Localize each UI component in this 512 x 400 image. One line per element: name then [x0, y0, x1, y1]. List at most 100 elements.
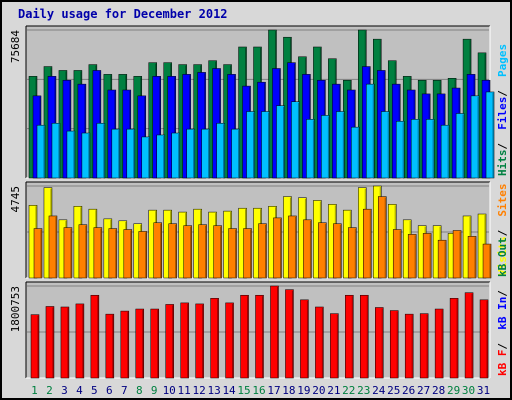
panel-visitors-legend-label: Sites	[496, 183, 509, 216]
x-tick-label-day-17: 17	[267, 384, 280, 397]
x-tick-label-day-13: 13	[207, 384, 220, 397]
bar-kb-f	[479, 299, 489, 379]
bar-pages	[321, 115, 330, 179]
panel-traffic-ymax-label: 1800753	[9, 286, 22, 332]
x-tick-label-day-3: 3	[61, 384, 68, 397]
bar-kb-f	[404, 313, 414, 379]
bar-kb-f	[90, 294, 100, 379]
x-tick-label-day-9: 9	[151, 384, 158, 397]
bar-kb-f	[150, 308, 159, 379]
bar-sites	[437, 239, 447, 279]
bar-pages	[201, 128, 210, 179]
x-tick-label-day-21: 21	[327, 384, 340, 397]
bar-sites	[363, 208, 372, 279]
x-tick-label-day-4: 4	[76, 384, 83, 397]
bar-kb-f	[105, 313, 115, 379]
bar-sites	[467, 236, 477, 279]
x-tick-label-day-25: 25	[387, 384, 400, 397]
x-tick-label-day-30: 30	[462, 384, 475, 397]
bar-kb-f	[255, 294, 264, 379]
x-tick-label-day-10: 10	[163, 384, 176, 397]
panel-visitors-legend-label: /	[496, 229, 509, 236]
panel-traffic-legend-label: /	[496, 343, 509, 350]
bar-sites	[243, 228, 252, 279]
bar-sites	[183, 225, 192, 279]
bar-pages	[36, 124, 46, 179]
bar-kb-f	[210, 298, 219, 379]
bar-kb-f	[45, 306, 55, 379]
x-tick-label-day-20: 20	[312, 384, 325, 397]
bar-pages	[156, 134, 165, 179]
bar-pages	[96, 122, 106, 179]
panel-requests-legend-label: Pages	[496, 44, 509, 77]
x-tick-label-day-1: 1	[31, 384, 38, 397]
bar-pages	[276, 105, 285, 179]
bar-pages	[126, 128, 136, 179]
bar-sites	[138, 231, 148, 279]
x-tick-label-day-14: 14	[222, 384, 236, 397]
bar-pages	[455, 113, 465, 179]
panel-requests-ymax-label: 75684	[9, 30, 22, 63]
bar-sites	[108, 228, 118, 279]
bar-pages	[485, 91, 495, 179]
bar-sites	[318, 222, 327, 279]
x-tick-label-day-8: 8	[136, 384, 143, 397]
bar-kb-f	[120, 310, 130, 379]
bar-kb-f	[464, 292, 474, 379]
bar-pages	[366, 83, 375, 179]
x-tick-label-day-27: 27	[417, 384, 430, 397]
bar-kb-f	[360, 294, 369, 379]
bar-kb-f	[195, 303, 204, 379]
x-tick-label-day-6: 6	[106, 384, 113, 397]
bar-sites	[422, 233, 432, 279]
bar-kb-f	[434, 308, 444, 379]
bar-pages	[111, 128, 121, 179]
bar-pages	[381, 111, 390, 179]
bar-kb-f	[75, 303, 85, 379]
bar-sites	[153, 222, 162, 279]
x-tick-label-day-11: 11	[178, 384, 191, 397]
x-tick-label-day-15: 15	[237, 384, 250, 397]
bar-pages	[51, 122, 61, 179]
bar-kb-f	[240, 294, 249, 379]
chart-title: Daily usage for December 2012	[18, 7, 228, 21]
bar-sites	[168, 223, 177, 279]
panel-traffic-legend-label: kB F	[496, 350, 509, 377]
x-tick-label-day-16: 16	[252, 384, 265, 397]
bar-pages	[336, 111, 345, 179]
x-tick-label-day-12: 12	[193, 384, 206, 397]
bar-sites	[213, 225, 222, 279]
bar-kb-f	[419, 313, 429, 379]
bar-sites	[407, 234, 417, 279]
bar-pages	[171, 132, 180, 179]
bar-sites	[303, 219, 312, 279]
x-tick-label-day-7: 7	[121, 384, 128, 397]
panel-traffic-legend-label: /	[496, 290, 509, 297]
bar-kb-f	[300, 299, 309, 379]
bar-pages	[246, 111, 255, 179]
bar-sites	[228, 228, 237, 279]
x-tick-label-day-28: 28	[432, 384, 445, 397]
bar-sites	[258, 223, 267, 279]
bar-kb-f	[375, 307, 384, 379]
panel-traffic-legend-label: kB In	[496, 297, 509, 330]
bar-pages	[395, 121, 405, 179]
bar-sites	[198, 224, 207, 279]
bar-kb-f	[270, 285, 279, 379]
bar-sites	[48, 215, 58, 279]
bar-kb-f	[389, 310, 399, 379]
bar-pages	[440, 124, 450, 179]
panel-requests-legend-label: Hits	[496, 150, 509, 177]
bar-sites	[348, 227, 357, 279]
x-tick-label-day-24: 24	[372, 384, 386, 397]
bar-sites	[78, 224, 88, 279]
x-tick-label-day-23: 23	[357, 384, 370, 397]
panel-visitors-legend-label: Visits	[496, 236, 509, 276]
bar-kb-f	[60, 306, 70, 379]
bar-pages	[186, 128, 195, 179]
bar-kb-f	[180, 302, 189, 379]
bar-sites	[482, 243, 492, 279]
panel-visitors-ymax-label: 4745	[9, 186, 22, 213]
x-tick-label-day-29: 29	[447, 384, 460, 397]
